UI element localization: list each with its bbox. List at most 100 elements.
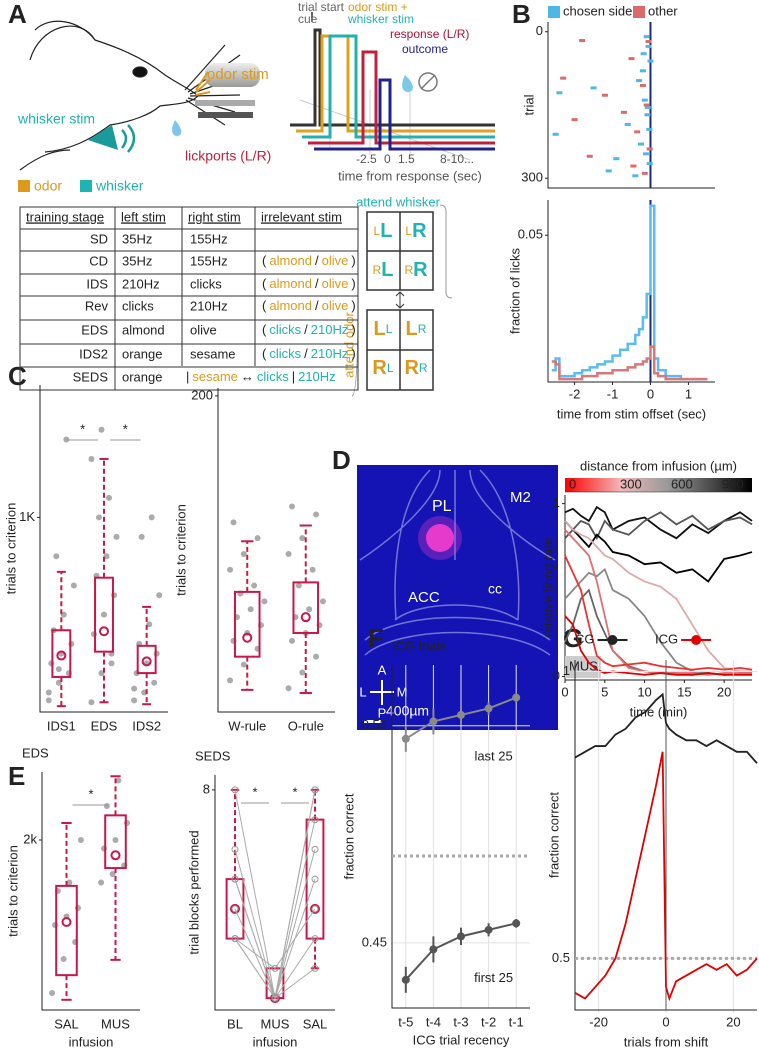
chart-title: ICG trials (392, 638, 447, 653)
data-point (60, 611, 67, 618)
data-point (98, 670, 105, 677)
raster-tick (647, 59, 654, 63)
rule-cell: RL (372, 357, 393, 379)
box (233, 590, 261, 658)
cell-piece: ( (262, 298, 267, 313)
scale-bar-label: 400µm (386, 703, 429, 719)
y-tick-label: 0.45 (362, 934, 387, 949)
data-point (227, 677, 234, 684)
cell-piece: / (315, 298, 319, 313)
axis-line (574, 660, 757, 1011)
table-header: irrelevant stim (261, 209, 342, 224)
x-tick-label: IDS2 (132, 718, 161, 733)
timeline-label: response (L/R) (390, 27, 469, 41)
whisker-letter: L (380, 220, 392, 242)
median-marker (56, 650, 67, 661)
legend-label: whisker (95, 178, 144, 194)
timeline-tick: -2.5 (356, 152, 377, 166)
point (484, 704, 493, 713)
odor-letter: L (406, 318, 418, 340)
cell-piece: 210Hz (298, 369, 336, 384)
cell-piece: / (315, 253, 319, 268)
raster-tick (639, 83, 646, 87)
data-point (141, 689, 148, 696)
raster-tick (643, 35, 650, 39)
table-cell: almond (122, 322, 165, 337)
legend-label: ICG (655, 631, 678, 646)
x-axis-label: time (min) (630, 704, 688, 719)
stage-label: IDS (86, 276, 108, 291)
stage-label: SD (90, 231, 108, 246)
stage-label: IDS2 (79, 346, 108, 361)
whisker-letter: R (413, 259, 428, 281)
raster-tick (644, 113, 651, 117)
colorbar-tick: 300 (620, 476, 642, 491)
y-tick-label: 0.5 (552, 950, 570, 965)
x-tick-label: 15 (677, 684, 691, 699)
table-cell: sesame (190, 346, 236, 361)
table-cell: clicks (190, 276, 222, 291)
point (457, 710, 465, 719)
table-cell: clicks (122, 298, 154, 313)
table-cell: (almond / olive) (262, 298, 356, 313)
data-point (311, 875, 319, 883)
panel-label: B (512, 0, 531, 29)
timeline-label: outcome (402, 42, 448, 56)
whisker-letter: R (412, 220, 427, 242)
whisker-letter: R (419, 361, 428, 375)
raster-tick (646, 162, 653, 166)
data-point (53, 553, 60, 560)
x-tick-label: 0 (561, 684, 568, 699)
data-point (109, 871, 116, 877)
series-line (564, 615, 752, 676)
raster-tick (556, 91, 563, 95)
cell-piece: olive (322, 298, 349, 313)
point (512, 693, 521, 702)
x-tick-label: SAL (303, 1016, 328, 1031)
data-point (90, 631, 97, 638)
significance-star: * (80, 421, 85, 436)
legend-label: other (648, 3, 678, 18)
cell-piece: ( (262, 322, 267, 337)
axis-line (214, 775, 335, 1011)
median-marker (99, 626, 109, 637)
y-axis-label: fraction of licks (507, 248, 522, 334)
axis-line (217, 388, 335, 713)
data-point (311, 845, 319, 853)
y-axis-label: trial (521, 94, 536, 115)
timeline-tick: 0 (384, 152, 391, 166)
brain-label: ACC (408, 589, 440, 606)
data-point (271, 994, 279, 1002)
rule-cell: LL (374, 318, 393, 340)
raster-tick (601, 93, 608, 97)
raster-tick (643, 103, 650, 107)
data-point (230, 519, 237, 526)
panel-label: F (368, 623, 384, 653)
significance-star: * (88, 786, 93, 801)
table-cell: 155Hz (190, 253, 228, 268)
x-axis-label: trials from shift (624, 1034, 709, 1049)
data-point (285, 550, 292, 557)
data-point (146, 621, 153, 628)
series-line (551, 204, 708, 381)
cell-piece: clicks (257, 369, 289, 384)
data-point (55, 679, 62, 686)
axis-line (547, 22, 715, 189)
data-point (240, 661, 247, 668)
x-tick-label: -2 (569, 386, 581, 401)
odor-stim-label: odor stim (207, 66, 269, 83)
data-point (319, 598, 326, 605)
data-point (231, 905, 239, 913)
shade-region (565, 656, 601, 678)
legend-swatch (80, 180, 92, 192)
raster-tick (632, 174, 639, 178)
cell-piece: ) (351, 298, 355, 313)
legend-marker (607, 635, 618, 645)
colorbar-tick: 0 (569, 476, 576, 491)
raster-tick (560, 76, 567, 80)
point (429, 717, 438, 726)
x-tick-label: 0 (662, 1014, 669, 1029)
data-point (103, 553, 110, 560)
timeline-tick: 1.5 (398, 152, 415, 166)
series-line (564, 511, 753, 541)
